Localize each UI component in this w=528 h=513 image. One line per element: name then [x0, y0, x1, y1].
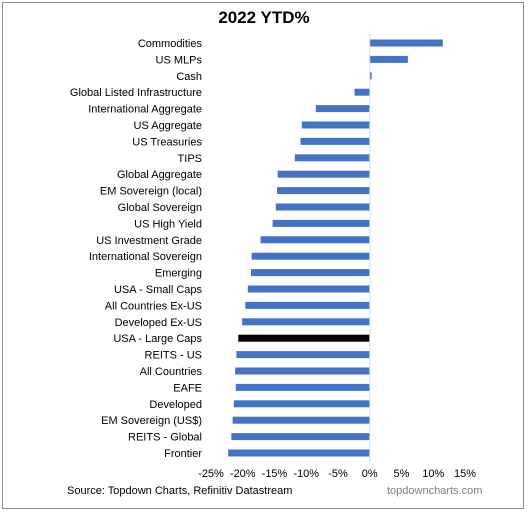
bar-us-investment-grade: [260, 236, 370, 244]
category-label-us-mlps: US MLPs: [156, 54, 203, 66]
category-label-em-sovereign-local: EM Sovereign (local): [100, 186, 202, 198]
chart-title: 2022 YTD%: [218, 8, 310, 27]
bar-commodities: [369, 39, 443, 47]
category-label-international-aggregate: International Aggregate: [88, 104, 202, 116]
bar-emerging: [251, 269, 370, 277]
category-label-global-sovereign: Global Sovereign: [118, 202, 202, 214]
x-tick-label: 15%: [454, 468, 476, 480]
x-tick-label: -15%: [262, 468, 288, 480]
x-tick-label: -25%: [198, 468, 224, 480]
bar-cash: [369, 72, 372, 80]
category-label-emerging: Emerging: [155, 268, 202, 280]
bars-layer: [228, 39, 443, 457]
category-label-us-high-yield: US High Yield: [134, 218, 202, 230]
category-label-all-countries-ex-us: All Countries Ex-US: [105, 300, 202, 312]
category-label-us-investment-grade: US Investment Grade: [96, 235, 202, 247]
x-tick-label: -10%: [293, 468, 319, 480]
category-label-developed-ex-us: Developed Ex-US: [115, 317, 202, 329]
x-tick-label: -20%: [230, 468, 256, 480]
category-labels-layer: Commodities US MLPs Cash Global Listed Infr…: [70, 38, 203, 460]
bar-tips: [294, 154, 370, 162]
bar-international-aggregate: [315, 105, 370, 113]
bar-developed: [233, 400, 370, 408]
x-tick-label: -5%: [328, 468, 348, 480]
bar-reits-global: [231, 433, 370, 441]
category-label-reits-global: REITS - Global: [128, 432, 202, 444]
bar-reits-us: [236, 351, 370, 359]
bar-usa-large-caps: [238, 334, 370, 342]
category-label-global-listed-infrastructure: Global Listed Infrastructure: [70, 87, 202, 99]
x-tick-label: 0%: [362, 468, 378, 480]
bar-em-sovereign-local: [277, 187, 370, 195]
bar-usa-small-caps: [247, 285, 370, 293]
category-label-frontier: Frontier: [164, 448, 202, 460]
x-tick-label: 10%: [422, 468, 444, 480]
category-label-usa-large-caps: USA - Large Caps: [113, 333, 202, 345]
bar-us-mlps: [369, 55, 408, 63]
bar-global-sovereign: [275, 203, 370, 211]
category-label-us-aggregate: US Aggregate: [134, 120, 203, 132]
source-note: Source: Topdown Charts, Refinitiv Datast…: [67, 485, 293, 497]
bar-frontier: [228, 449, 370, 457]
bar-us-treasuries: [300, 137, 370, 145]
category-label-all-countries: All Countries: [140, 366, 203, 378]
bar-all-countries-ex-us: [245, 301, 370, 309]
bar-international-sovereign: [251, 252, 370, 260]
bar-developed-ex-us: [242, 318, 370, 326]
x-tick-label: 5%: [394, 468, 410, 480]
category-label-em-sovereign-us: EM Sovereign (US$): [101, 415, 202, 427]
bar-global-aggregate: [277, 170, 370, 178]
category-label-reits-us: REITS - US: [145, 350, 202, 362]
bar-us-aggregate: [301, 121, 370, 129]
bar-us-high-yield: [272, 219, 370, 227]
bar-all-countries: [235, 367, 370, 375]
category-label-commodities: Commodities: [138, 38, 203, 50]
category-label-eafe: EAFE: [173, 382, 202, 394]
watermark-text: topdowncharts.com: [387, 485, 483, 497]
category-label-us-treasuries: US Treasuries: [132, 136, 202, 148]
category-label-tips: TIPS: [178, 153, 202, 165]
tick-labels-layer: -25% -20% -15% -10% -5% 0% 5% 10% 15%: [198, 468, 476, 480]
category-label-international-sovereign: International Sovereign: [89, 251, 202, 263]
bar-em-sovereign-us: [232, 416, 370, 424]
bar-eafe: [235, 383, 370, 391]
category-label-usa-small-caps: USA - Small Caps: [114, 284, 203, 296]
bar-global-listed-infrastructure: [354, 88, 370, 96]
category-label-global-aggregate: Global Aggregate: [117, 169, 202, 181]
category-label-developed: Developed: [149, 399, 202, 411]
category-label-cash: Cash: [176, 71, 202, 83]
